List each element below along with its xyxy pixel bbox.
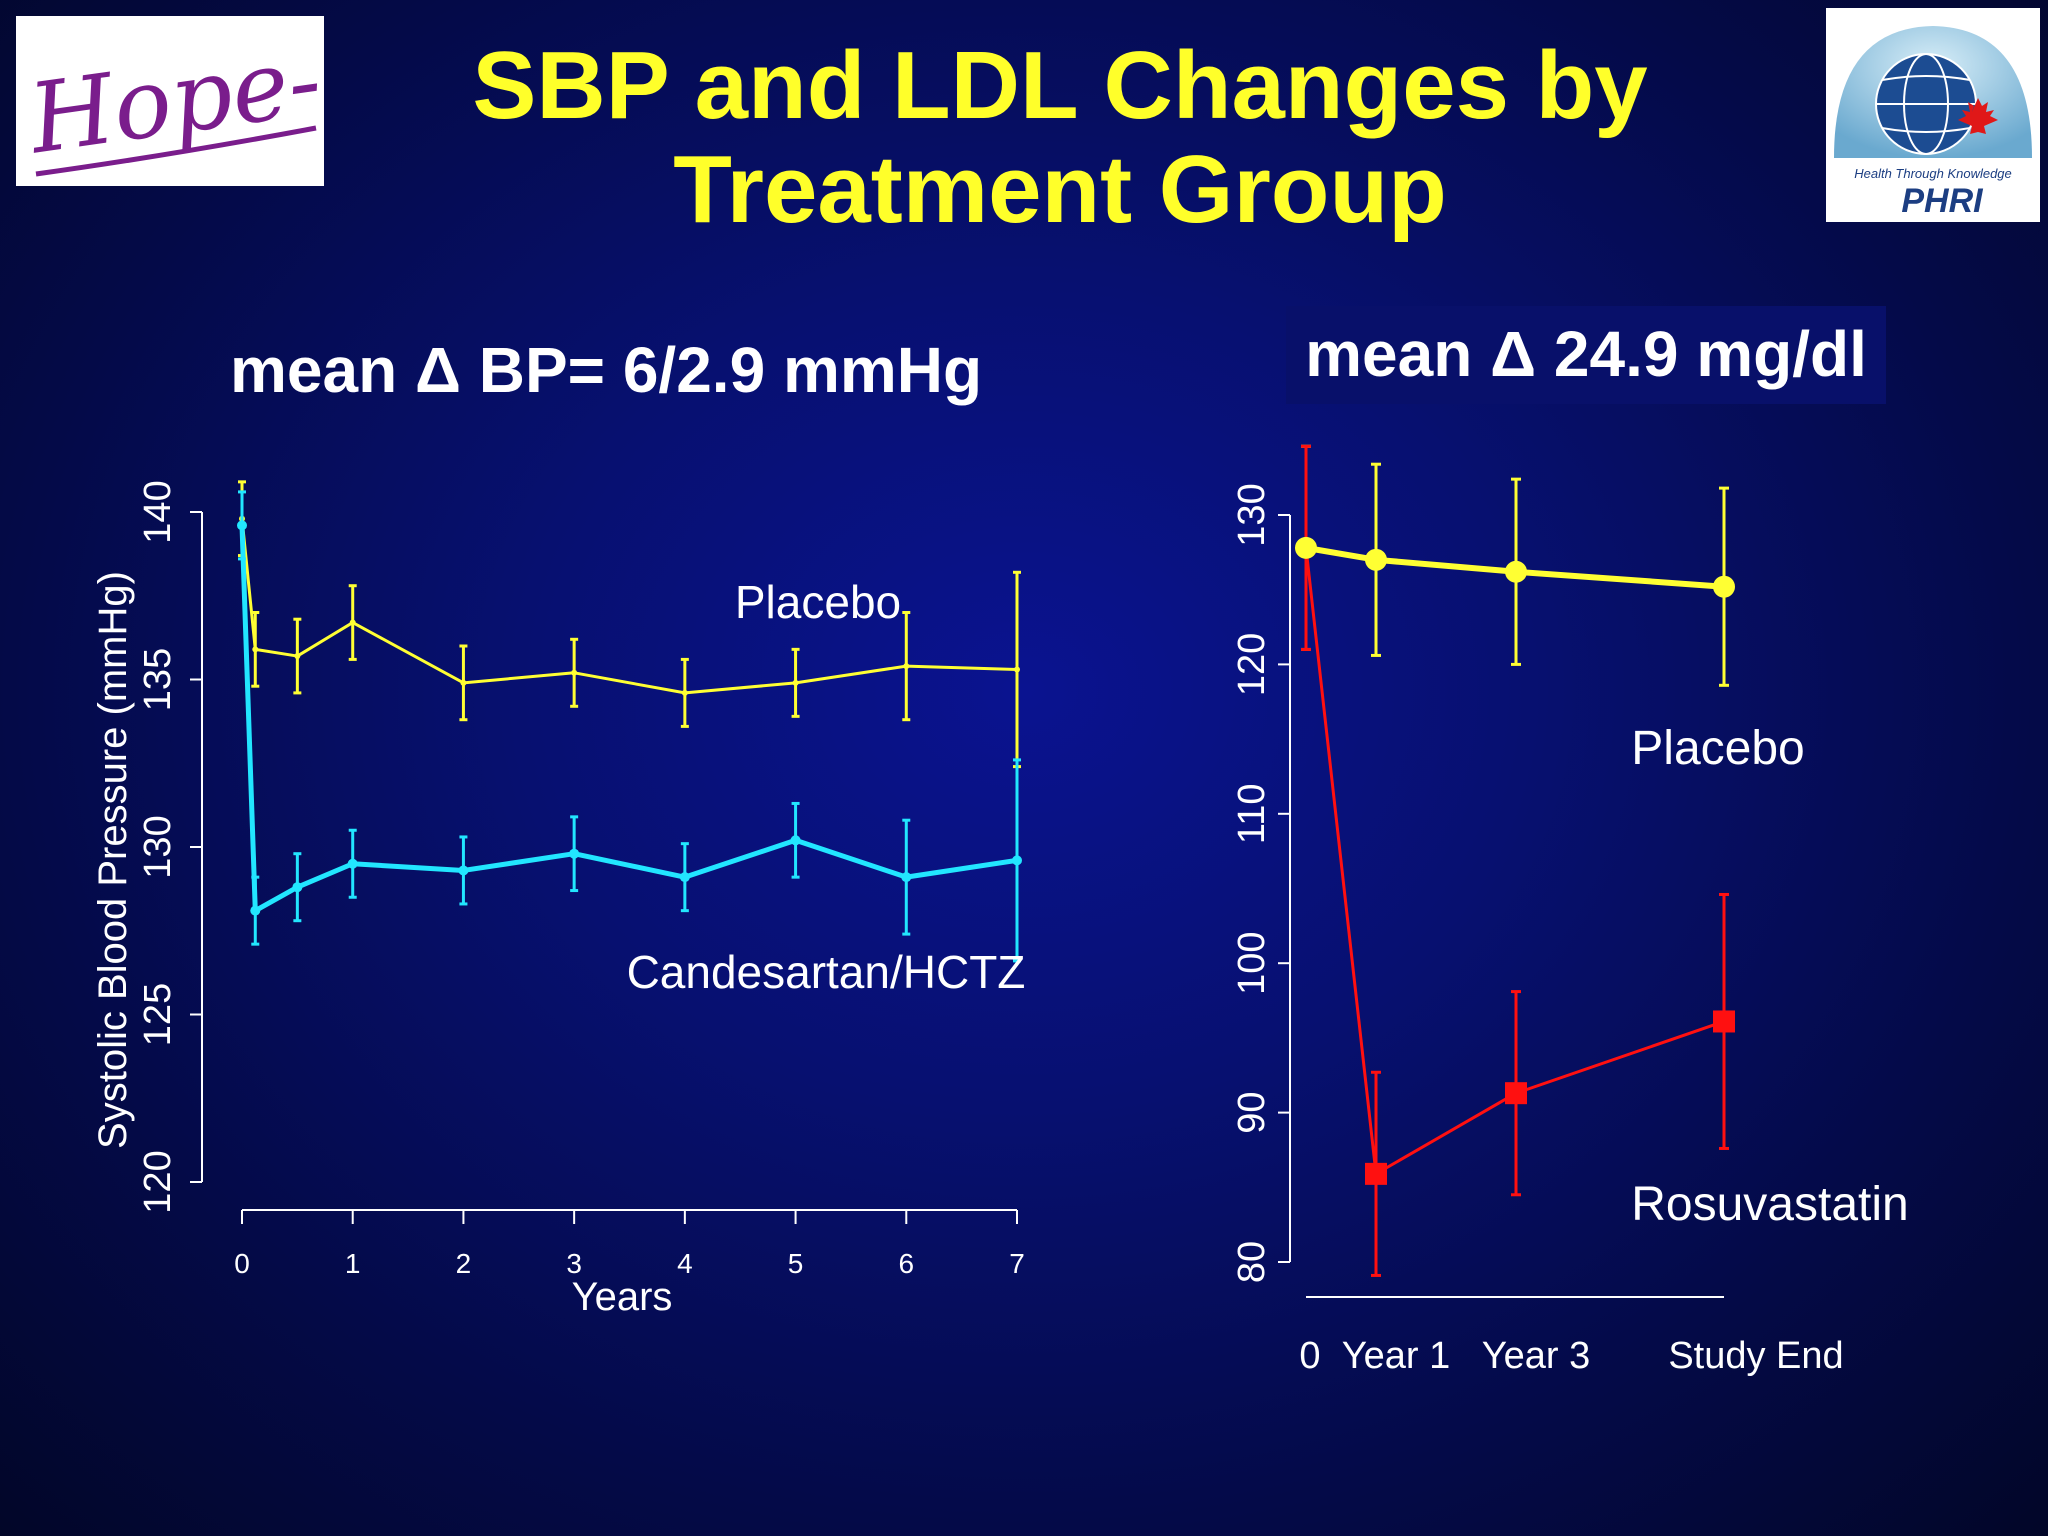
sbp-x-tick-label: 0: [234, 1248, 250, 1279]
slide-title: SBP and LDL Changes by Treatment Group: [360, 34, 1760, 242]
candesartan-line: [239, 525, 1018, 914]
placebo-ldl-line: [1305, 544, 1725, 590]
placebo-sbp-series-label: Placebo: [735, 576, 901, 628]
phri-tagline: Health Through Knowledge: [1854, 166, 2012, 181]
ldl-y-tick-label: 130: [1231, 483, 1273, 546]
sbp-x-tick-label: 3: [566, 1248, 582, 1279]
ldl-x-tick-label: Year 1: [1342, 1335, 1450, 1377]
sbp-y-tick-label: 140: [137, 480, 179, 543]
placebo-ldl-point: [1505, 560, 1527, 583]
ldl-chart-subtitle: mean Δ 24.9 mg/dl: [1286, 306, 1886, 404]
ldl-x-tick-label: Study End: [1668, 1335, 1843, 1377]
ldl-y-tick-label: 90: [1231, 1091, 1273, 1133]
phri-logo: Health Through Knowledge PHRI: [1826, 8, 2040, 222]
hope-3-logo: Hope-3: [16, 16, 324, 186]
candesartan-point: [679, 872, 690, 883]
candesartan-point: [237, 520, 247, 531]
placebo-ldl-series-label: Placebo: [1631, 722, 1804, 775]
candesartan-point: [790, 835, 801, 846]
hope-3-logo-underline: [35, 125, 317, 177]
placebo-ldl-point: [1713, 575, 1735, 598]
candesartan-point: [250, 905, 261, 916]
phri-logo-art: Health Through Knowledge PHRI: [1834, 26, 2032, 220]
placebo-sbp-point: [681, 689, 688, 696]
rosuvastatin-point: [1365, 1162, 1387, 1185]
placebo-sbp-point: [903, 663, 910, 670]
ldl-x-tick-label: 0: [1299, 1335, 1320, 1377]
ldl-y-tick-label: 100: [1231, 931, 1273, 994]
rosuvastatin-series-label: Rosuvastatin: [1631, 1178, 1908, 1231]
candesartan-point: [901, 872, 912, 883]
sbp-y-tick-label: 120: [137, 1150, 179, 1213]
sbp-y-tick-label: 130: [137, 815, 179, 878]
placebo-sbp-point: [460, 679, 467, 686]
candesartan-point: [458, 865, 469, 876]
rosuvastatin-point: [1713, 1010, 1735, 1033]
slide-title-line-2: Treatment Group: [673, 136, 1447, 243]
sbp-x-tick-label: 4: [677, 1248, 693, 1279]
slide-title-line-1: SBP and LDL Changes by: [472, 32, 1648, 139]
placebo-sbp-point: [571, 669, 578, 676]
placebo-sbp-point: [252, 646, 259, 653]
ldl-chart: 80 90 100 110 120 130 0 Year 1 Year 3 Study End P…: [1231, 444, 1909, 1377]
phri-logo-text: PHRI: [1901, 182, 1984, 220]
sbp-x-tick-label: 1: [345, 1248, 361, 1279]
sbp-x-tick-label: 6: [898, 1248, 914, 1279]
placebo-ldl-point: [1295, 536, 1317, 559]
sbp-y-tick-label: 135: [137, 648, 179, 711]
sbp-x-tick-label: 2: [456, 1248, 472, 1279]
sbp-y-axis-label: Systolic Blood Pressure (mmHg): [91, 571, 135, 1149]
hope-3-logo-art: Hope-3: [21, 16, 324, 177]
rosuvastatin-line: [1304, 547, 1725, 1177]
candesartan-point: [292, 882, 303, 893]
candesartan-point: [1012, 855, 1022, 866]
placebo-ldl-point: [1365, 548, 1387, 571]
sbp-x-tick-label: 5: [788, 1248, 804, 1279]
sbp-x-tick-label: 7: [1009, 1248, 1025, 1279]
ldl-y-tick-label: 80: [1231, 1241, 1273, 1283]
rosuvastatin-point: [1505, 1082, 1527, 1105]
placebo-sbp-point: [792, 679, 799, 686]
sbp-y-tick-label: 125: [137, 983, 179, 1046]
candesartan-series-label: Candesartan/HCTZ: [627, 946, 1026, 998]
sbp-x-axis-label: Years: [572, 1275, 673, 1319]
placebo-sbp-point: [294, 653, 301, 660]
ldl-y-tick-label: 110: [1231, 784, 1273, 845]
maple-leaf-icon: [1958, 98, 1998, 134]
placebo-sbp-point: [349, 619, 356, 626]
sbp-chart: 120 125 130 135 140 0 1 2 3 4 5 6 7 Systolic Blood P…: [91, 480, 1025, 1319]
candesartan-point: [569, 848, 580, 859]
ldl-y-tick-label: 120: [1231, 633, 1273, 696]
ldl-x-tick-label: Year 3: [1482, 1335, 1590, 1377]
placebo-sbp-point: [1014, 666, 1020, 673]
placebo-sbp-line: [240, 518, 1018, 695]
bp-chart-subtitle: mean Δ BP= 6/2.9 mmHg: [230, 334, 983, 406]
candesartan-point: [347, 858, 358, 869]
